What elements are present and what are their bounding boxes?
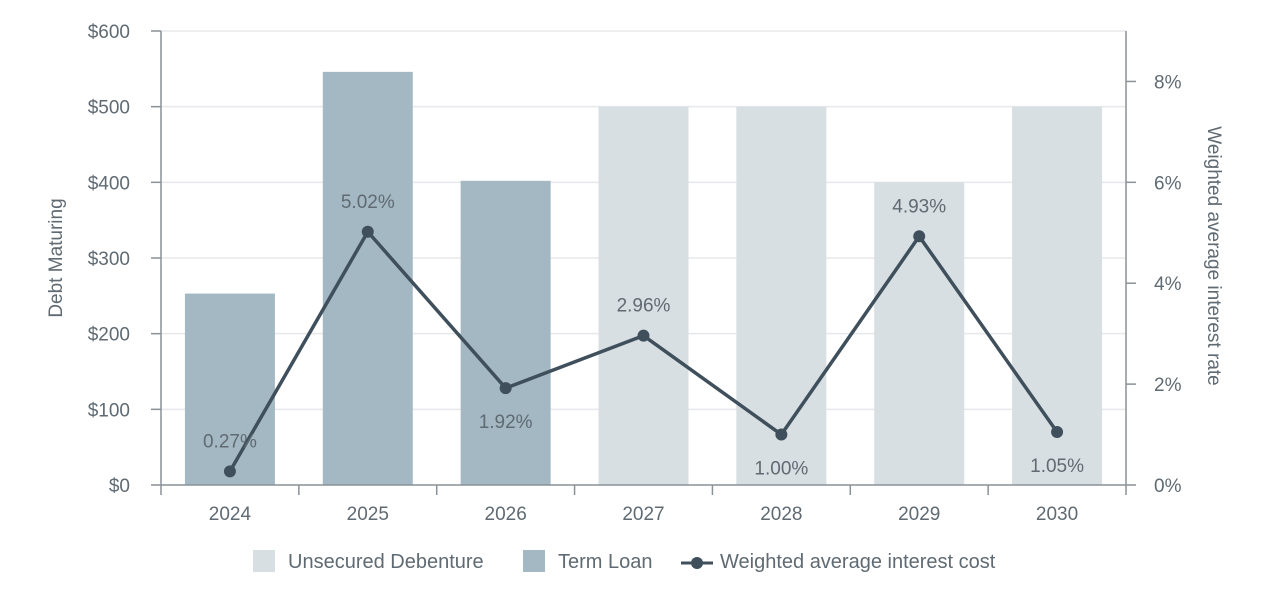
interest-rate-point-2025: [361, 225, 374, 238]
legend-label-weighted-average-interest-cost: Weighted average interest cost: [720, 551, 996, 573]
y-left-tick-label-500: $500: [88, 98, 130, 119]
bar-unsecured-debenture-2027: [598, 106, 689, 486]
y-left-axis-title: Debt Maturing: [46, 198, 67, 317]
bars: [184, 71, 1103, 486]
y-right-tick-label-8: 8%: [1154, 72, 1182, 93]
legend: Unsecured Debenture Term Loan Weighted a…: [253, 550, 996, 573]
y-left-tick-label-200: $200: [88, 325, 130, 346]
y-left-tick-label-0: $0: [109, 476, 130, 497]
data-label-2024: 0.27%: [203, 431, 257, 452]
y-left-tick-label-400: $400: [88, 173, 130, 194]
data-label-2028: 1.00%: [754, 459, 808, 480]
interest-rate-point-2028: [775, 428, 788, 441]
axes: $0 $100 $200 $300 $400 $500 $600 0% 2% 4% 6% 8% 2024…: [88, 22, 1182, 525]
x-tick-label-2028: 2028: [760, 504, 802, 525]
y-left-tick-label-100: $100: [88, 400, 130, 421]
interest-rate-point-2029: [913, 230, 926, 243]
legend-swatch-term-loan: [523, 550, 545, 572]
bar-unsecured-debenture-2029: [874, 182, 965, 486]
bar-unsecured-debenture-2028: [736, 106, 827, 486]
bar-term-loan-2024: [184, 293, 275, 485]
x-tick-label-2027: 2027: [622, 504, 664, 525]
y-right-tick-label-4: 4%: [1154, 274, 1182, 295]
bar-unsecured-debenture-2030: [1012, 106, 1103, 486]
bar-term-loan-2026: [460, 180, 551, 485]
legend-label-term-loan: Term Loan: [558, 551, 653, 573]
interest-rate-point-2027: [637, 329, 650, 342]
data-label-2030: 1.05%: [1030, 456, 1084, 477]
x-tick-label-2029: 2029: [898, 504, 940, 525]
y-right-tick-label-0: 0%: [1154, 476, 1182, 497]
data-label-2029: 4.93%: [892, 196, 946, 217]
data-label-2027: 2.96%: [617, 296, 671, 317]
bar-term-loan-2025: [322, 71, 413, 486]
y-right-tick-label-6: 6%: [1154, 173, 1182, 194]
legend-label-unsecured-debenture: Unsecured Debenture: [288, 551, 484, 573]
x-tick-label-2026: 2026: [485, 504, 527, 525]
data-label-2025: 5.02%: [341, 192, 395, 213]
data-labels: 0.27% 5.02% 1.92% 2.96% 1.00% 4.93% 1.05%: [203, 192, 1084, 480]
legend-swatch-weighted-average-interest-cost: [681, 557, 713, 569]
x-tick-label-2030: 2030: [1036, 504, 1078, 525]
y-right-tick-label-2: 2%: [1154, 375, 1182, 396]
interest-rate-point-2024: [223, 465, 236, 478]
y-left-tick-label-300: $300: [88, 249, 130, 270]
legend-swatch-unsecured-debenture: [253, 550, 275, 572]
y-right-axis-title: Weighted average interest rate: [1203, 126, 1224, 385]
interest-rate-line: [223, 225, 1064, 478]
y-left-tick-label-600: $600: [88, 22, 130, 43]
interest-rate-point-2030: [1051, 426, 1064, 439]
x-tick-label-2024: 2024: [209, 504, 252, 525]
data-label-2026: 1.92%: [479, 412, 533, 433]
interest-rate-point-2026: [499, 382, 512, 395]
x-tick-label-2025: 2025: [347, 504, 389, 525]
